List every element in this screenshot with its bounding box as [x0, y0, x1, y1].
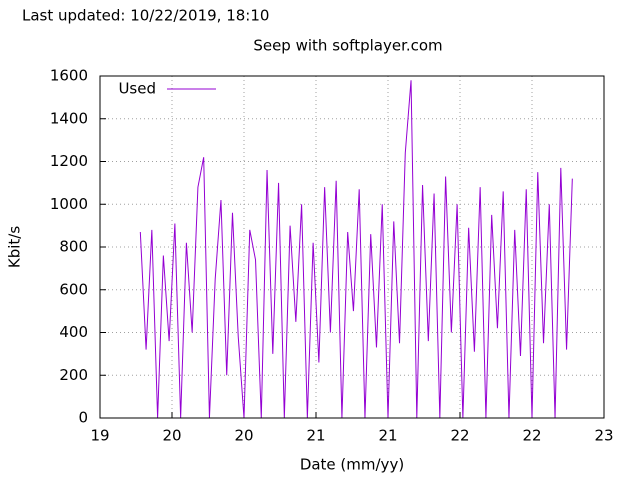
x-tick-label: 23 — [594, 427, 613, 445]
x-tick-label: 21 — [306, 427, 325, 445]
x-tick-label: 21 — [378, 427, 397, 445]
last-updated: Last updated: 10/22/2019, 18:10 — [22, 7, 269, 25]
x-tick-label: 20 — [162, 427, 181, 445]
y-tick-label: 200 — [59, 366, 88, 384]
x-tick-label: 22 — [450, 427, 469, 445]
x-tick-label: 20 — [234, 427, 253, 445]
y-tick-label: 1400 — [50, 109, 88, 127]
y-tick-label: 400 — [59, 323, 88, 341]
y-tick-label: 800 — [59, 238, 88, 256]
y-axis-label: Kbit/s — [6, 226, 24, 268]
legend-label: Used — [118, 80, 156, 98]
y-tick-label: 600 — [59, 280, 88, 298]
y-tick-label: 1000 — [50, 195, 88, 213]
x-tick-label: 19 — [90, 427, 109, 445]
chart-title: Seep with softplayer.com — [253, 37, 442, 55]
data-line — [139, 80, 573, 419]
y-tick-label: 1600 — [50, 67, 88, 85]
x-axis-label: Date (mm/yy) — [300, 456, 404, 474]
plot-border — [99, 75, 605, 419]
y-tick-label: 1200 — [50, 152, 88, 170]
y-tick-label: 0 — [78, 409, 88, 427]
x-tick-label: 22 — [522, 427, 541, 445]
